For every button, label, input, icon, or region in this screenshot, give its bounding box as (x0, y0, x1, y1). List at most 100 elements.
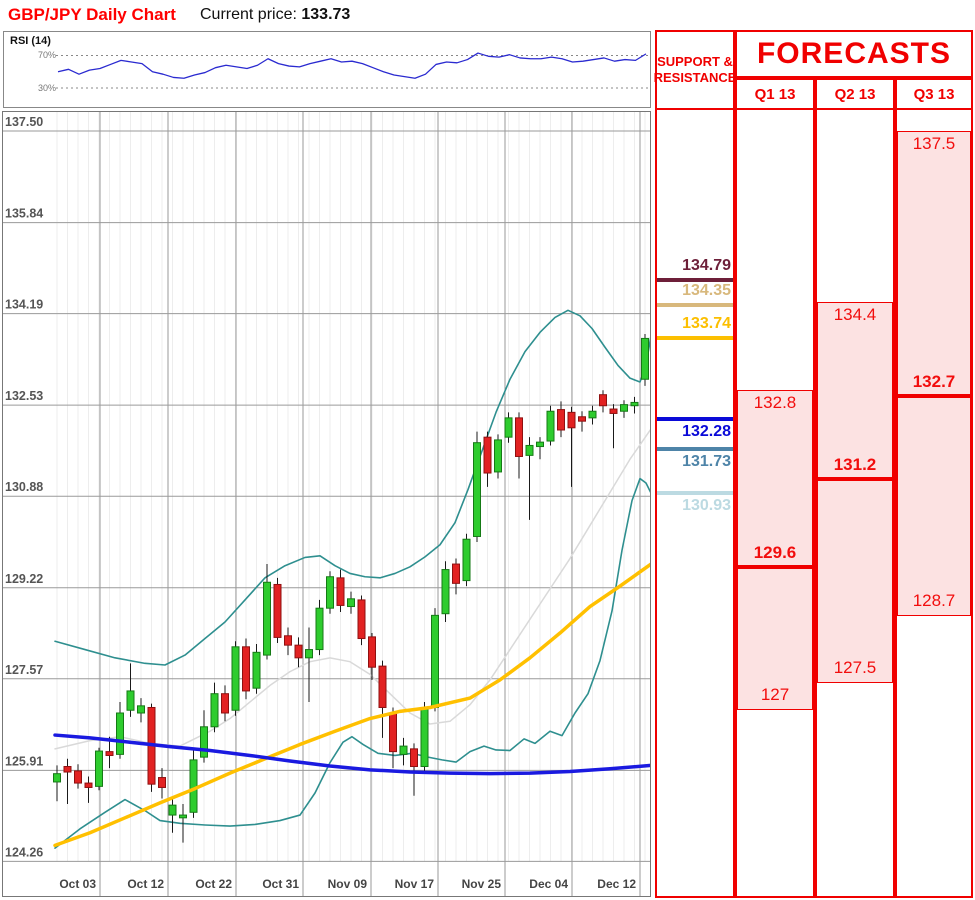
candle-body (630, 401, 639, 407)
candlestick (504, 412, 513, 443)
candlestick (525, 437, 534, 520)
candle-body (116, 712, 124, 755)
candle-body (221, 693, 229, 714)
candlestick (284, 627, 292, 656)
sr-header-line2: RESISTANCE (653, 70, 737, 85)
candle-body (462, 538, 471, 582)
candle-body (294, 644, 303, 659)
forecast-mid-label: 129.6 (753, 542, 797, 562)
page-title: GBP/JPY Daily Chart (8, 5, 176, 24)
sr-level-label: 134.35 (682, 281, 731, 299)
candle-body (389, 712, 397, 753)
candlestick (273, 577, 282, 643)
candle-body (473, 442, 481, 537)
price-tick-label: 132.53 (5, 389, 43, 403)
candlestick (368, 633, 376, 680)
candle-body (515, 417, 523, 457)
candle-body (504, 417, 513, 438)
candle-body (431, 614, 439, 708)
forecast-high-label: 132.8 (753, 393, 797, 413)
sr-level-line (657, 336, 733, 341)
candlestick (221, 685, 229, 722)
date-tick-label: Oct 12 (127, 877, 164, 891)
candle-body (126, 690, 135, 711)
candlestick (263, 564, 271, 660)
candle-body (200, 726, 208, 758)
candle-body (641, 337, 649, 380)
candle-body (105, 751, 114, 756)
forecast-mid-line (817, 476, 893, 481)
price-tick-label: 129.22 (5, 572, 43, 586)
price-tick-label: 127.57 (5, 663, 43, 677)
candle-body (63, 766, 72, 773)
candle-body (578, 416, 586, 422)
candlestick (326, 571, 334, 614)
candlestick (378, 660, 387, 738)
candlestick (147, 703, 156, 792)
candle-body (557, 409, 565, 431)
rsi-indicator-label: RSI (14) (10, 35, 51, 47)
current-price-label: Current price: (200, 6, 297, 23)
candle-body (483, 436, 492, 474)
forecast-range-box (737, 390, 813, 711)
forecast-high-label: 134.4 (833, 305, 877, 324)
forecast-quarter-header: Q1 13 (735, 78, 815, 110)
candlestick (84, 776, 93, 803)
candlestick (609, 404, 618, 449)
date-tick-label: Oct 31 (262, 877, 299, 891)
date-tick-label: Nov 17 (395, 877, 435, 891)
candle-body (536, 441, 544, 448)
candlestick (210, 682, 219, 733)
candlestick (168, 798, 177, 833)
candlestick (137, 698, 145, 723)
sr-level-line (657, 416, 733, 421)
candle-body (284, 635, 292, 646)
candlestick (200, 710, 208, 763)
candlestick (557, 401, 565, 438)
sr-level-label: 134.79 (682, 257, 731, 275)
sma20-line (54, 428, 651, 750)
candle-body (452, 563, 460, 584)
candlestick (452, 558, 460, 595)
price-tick-label: 130.88 (5, 480, 43, 494)
candlestick (420, 701, 429, 773)
candle-body (336, 577, 345, 606)
candlestick (641, 334, 649, 386)
price-tick-label: 125.91 (5, 754, 43, 768)
forecast-low-label: 127 (760, 685, 790, 705)
rsi-lower-threshold-label: 30% (37, 83, 56, 93)
candlestick (483, 431, 492, 487)
candlestick (620, 400, 628, 418)
candle-body (588, 410, 597, 419)
current-price-value: 133.73 (301, 6, 351, 23)
candlestick (305, 627, 313, 702)
sr-level-label: 130.93 (682, 497, 731, 515)
candlestick (336, 569, 345, 613)
candlestick (578, 411, 586, 432)
rsi-upper-threshold-label: 70% (37, 50, 56, 60)
candle-body (357, 599, 366, 640)
price-tick-label: 135.84 (5, 207, 43, 221)
forecast-range-box (817, 302, 893, 683)
candle-body (189, 759, 198, 813)
candlestick (189, 748, 198, 818)
candle-body (210, 693, 219, 728)
date-tick-label: Oct 03 (59, 877, 96, 891)
candle-body (410, 748, 418, 768)
candlestick (53, 765, 61, 802)
forecast-high-label: 137.5 (912, 134, 956, 153)
chart-border (2, 111, 651, 897)
candle-body (347, 598, 355, 608)
candle-body (620, 404, 628, 412)
forecast-quarter-header: Q2 13 (815, 78, 895, 110)
forecast-low-label: 128.7 (912, 591, 956, 611)
candlestick (473, 431, 481, 542)
candle-body (567, 411, 576, 429)
candle-body (378, 665, 387, 708)
forecast-mid-label: 132.7 (912, 371, 956, 391)
candlestick (158, 768, 166, 799)
candle-body (305, 649, 313, 659)
candlestick (389, 707, 397, 769)
sr-level-label: 131.73 (682, 453, 731, 471)
